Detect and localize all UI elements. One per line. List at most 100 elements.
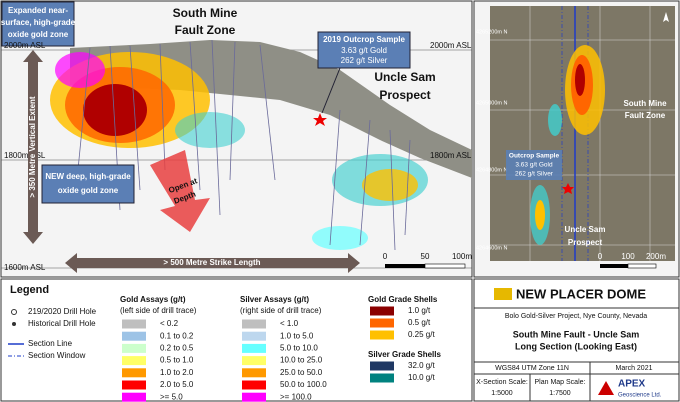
north-arrow (663, 12, 669, 22)
grade-shell (175, 112, 245, 148)
scale-label: Plan Map Scale: (535, 379, 586, 386)
legend-label: 10.0 to 25.0 (280, 356, 323, 365)
scale-label: 100 (621, 252, 635, 261)
label: South Mine (623, 99, 667, 108)
callout-text: 2019 Outcrop Sample (323, 35, 405, 44)
scale-value: 1:7500 (549, 390, 571, 397)
callout-text: 262 g/t Silver (515, 171, 554, 178)
legend-swatch (242, 380, 266, 390)
legend-label: 1.0 to 5.0 (280, 331, 314, 340)
legend-swatch (122, 380, 146, 390)
label: Uncle Sam (565, 225, 606, 234)
legend-label: 0.5 to 1.0 (160, 356, 194, 365)
consultant: APEX (618, 379, 646, 390)
legend-label: 5.0 to 10.0 (280, 344, 318, 353)
legend-swatch (122, 392, 146, 402)
grade-shell (55, 52, 105, 88)
grade-shell (362, 169, 418, 201)
elevation-label: 1800m ASL (430, 151, 472, 160)
legend-swatch (122, 356, 146, 366)
logo (494, 288, 512, 300)
callout-text: 3.63 g/t Gold (341, 46, 387, 55)
grade-shell (548, 104, 562, 136)
scale-label: 0 (598, 252, 603, 261)
legend-swatch (122, 331, 146, 341)
label: South Mine (173, 6, 238, 20)
title: South Mine Fault - Uncle Sam (513, 329, 640, 339)
elevation-label: 2000m ASL (4, 41, 46, 50)
symbol-label: Section Line (28, 339, 73, 348)
arrow-label: > 350 Metre Vertical Extent (28, 96, 37, 198)
label: Prospect (568, 238, 603, 247)
northing: 4265000m N (476, 100, 508, 106)
scale-label: 100m (452, 252, 472, 261)
grade-shell (312, 226, 368, 250)
legend-swatch (370, 318, 394, 328)
title-block: NEW PLACER DOME Bolo Gold-Silver Project… (473, 278, 680, 402)
legend-label: >= 100.0 (280, 392, 312, 401)
legend-label: < 0.2 (160, 319, 179, 328)
callout-text: 3.63 g/t Gold (515, 162, 553, 169)
outcrop-star (562, 183, 574, 194)
legend-swatch (122, 343, 146, 353)
scale-value: 1:5000 (491, 390, 513, 397)
elevation-label: 2000m ASL (430, 41, 472, 50)
callout-text: NEW deep, high-grade (45, 172, 131, 181)
scale-bar (424, 263, 466, 269)
legend-group-title: Silver Assays (g/t) (240, 295, 309, 304)
consultant-sub: Geoscience Ltd. (618, 393, 662, 399)
legend: Legend 219/2020 Drill Hole Historical Dr… (0, 278, 473, 402)
callout-text: 262 g/t Silver (341, 56, 388, 65)
outcrop-star (313, 113, 327, 126)
legend-label: 10.0 g/t (408, 373, 435, 382)
legend-swatch (370, 330, 394, 340)
callout-text: surface, high-grade (1, 18, 76, 27)
scale-bar (600, 264, 628, 268)
open-arrow (150, 150, 210, 232)
legend-label: 50.0 to 100.0 (280, 380, 327, 389)
callout-box (506, 150, 562, 180)
legend-label: 0.5 g/t (408, 318, 431, 327)
scale-label: 200m (646, 252, 666, 261)
legend-swatch (242, 343, 266, 353)
scale-label: X-Section Scale: (476, 379, 528, 386)
northing: 4264800m N (476, 167, 508, 173)
northing: 4265200m N (476, 29, 508, 35)
legend-label: 0.1 to 0.2 (160, 331, 194, 340)
date: March 2021 (616, 365, 653, 372)
consultant-logo (598, 381, 614, 395)
northing: 4264600m N (476, 245, 508, 251)
elevation-label: 1800m ASL (4, 151, 46, 160)
legend-swatch (122, 368, 146, 378)
symbol-label: 219/2020 Drill Hole (28, 307, 97, 316)
plan-map: 4265200m N 4265000m N 4264800m N 4264600… (473, 0, 680, 278)
legend-label: < 1.0 (280, 319, 299, 328)
callout-text: Outcrop Sample (509, 153, 560, 160)
legend-label: >= 5.0 (160, 392, 183, 401)
legend-label: 0.2 to 0.5 (160, 344, 194, 353)
company: NEW PLACER DOME (516, 286, 646, 301)
legend-group-title: Gold Assays (g/t) (120, 295, 186, 304)
label: Fault Zone (625, 111, 666, 120)
legend-swatch (370, 361, 394, 371)
legend-title: Legend (10, 284, 49, 296)
legend-group-title: Silver Grade Shells (368, 350, 441, 359)
legend-swatch (370, 373, 394, 383)
scale-label: 50 (421, 252, 430, 261)
grade-shell (575, 64, 585, 96)
callout-text: oxide gold zone (58, 186, 119, 195)
legend-swatch (122, 319, 146, 329)
title: Long Section (Looking East) (515, 341, 637, 351)
legend-swatch (242, 319, 266, 329)
callout-box (41, 164, 135, 204)
legend-group-subtitle: (right side of drill trace) (240, 306, 322, 315)
project: Bolo Gold-Silver Project, Nye County, Ne… (505, 313, 647, 320)
symbol-label: Section Window (28, 351, 86, 360)
elevation-label: 1600m ASL (4, 263, 46, 272)
legend-label: 0.25 g/t (408, 330, 435, 339)
symbol (11, 309, 17, 315)
callout-box (1, 1, 75, 47)
symbol-label: Historical Drill Hole (28, 319, 96, 328)
legend-swatch (242, 392, 266, 402)
